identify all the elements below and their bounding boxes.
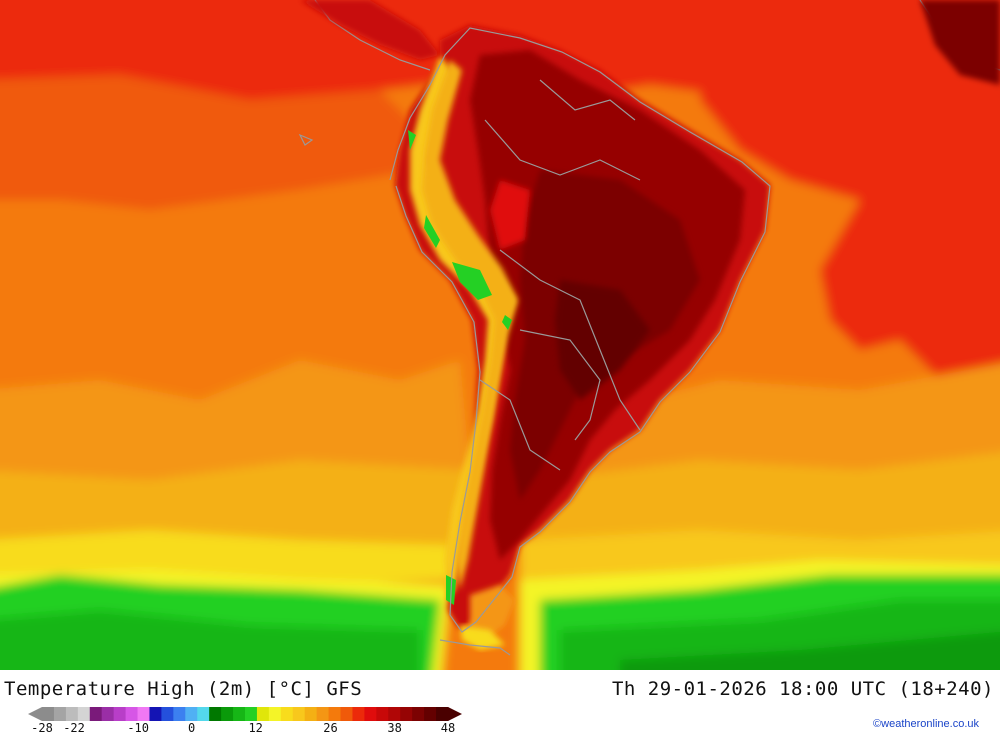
- legend-swatch: [245, 707, 258, 721]
- legend-swatch: [89, 707, 103, 721]
- map-footer: Temperature High (2m) [°C] GFS Th 29-01-…: [0, 670, 1000, 735]
- legend-swatch: [424, 707, 437, 721]
- legend-swatch: [161, 707, 174, 721]
- map-title: Temperature High (2m) [°C] GFS: [4, 678, 363, 700]
- legend-swatch: [137, 707, 150, 721]
- legend-swatch: [316, 707, 330, 721]
- legend-swatch: [268, 707, 282, 721]
- legend-swatch: [77, 707, 91, 721]
- legend-swatch: [209, 707, 222, 721]
- legend-swatch: [376, 707, 389, 721]
- caribbean-land: [920, 0, 1000, 85]
- legend-swatch: [221, 707, 234, 721]
- legend-swatch: [42, 707, 55, 721]
- legend-swatch: [304, 707, 318, 721]
- legend-swatch: [412, 707, 425, 721]
- legend-swatch: [185, 707, 198, 721]
- legend-swatch: [328, 707, 342, 721]
- legend-swatch: [149, 707, 162, 721]
- legend-tick-label: -22: [63, 721, 85, 735]
- legend-swatch: [388, 707, 401, 721]
- legend-swatch: [340, 707, 353, 721]
- legend-tick-label: -28: [31, 721, 53, 735]
- legend-swatch: [65, 707, 79, 721]
- legend-swatch: [352, 707, 365, 721]
- central-america-land: [300, 0, 440, 60]
- legend-swatch: [436, 707, 449, 721]
- legend-swatch: [53, 707, 67, 721]
- credit-link[interactable]: ©weatheronline.co.uk: [873, 718, 979, 730]
- map-canvas: [0, 0, 1000, 670]
- legend-swatch: [280, 707, 294, 721]
- legend-tick-label: 0: [187, 721, 196, 735]
- legend-arrow-right: [448, 707, 462, 721]
- legend-swatch: [113, 707, 127, 721]
- legend-tick-label: 38: [387, 721, 402, 735]
- legend-swatch: [173, 707, 186, 721]
- legend-swatch: [292, 707, 306, 721]
- legend-swatch: [197, 707, 210, 721]
- legend-swatch: [125, 707, 139, 721]
- legend-tick-label: -10: [127, 721, 149, 735]
- legend-swatch: [256, 707, 270, 721]
- south-america-landmass: [395, 25, 770, 650]
- legend-swatch: [364, 707, 377, 721]
- map-datetime: Th 29-01-2026 18:00 UTC (18+240): [611, 678, 994, 700]
- legend-tick-label: 26: [323, 721, 338, 735]
- legend-arrow-left: [28, 707, 42, 721]
- color-legend: [28, 707, 462, 721]
- legend-tick-label: 48: [440, 721, 456, 735]
- coastlines-and-borders: [298, 0, 1000, 656]
- legend-swatch: [400, 707, 413, 721]
- legend-swatch: [233, 707, 246, 721]
- legend-swatch: [101, 707, 115, 721]
- legend-tick-label: 12: [248, 721, 263, 735]
- temperature-map: [0, 0, 1000, 670]
